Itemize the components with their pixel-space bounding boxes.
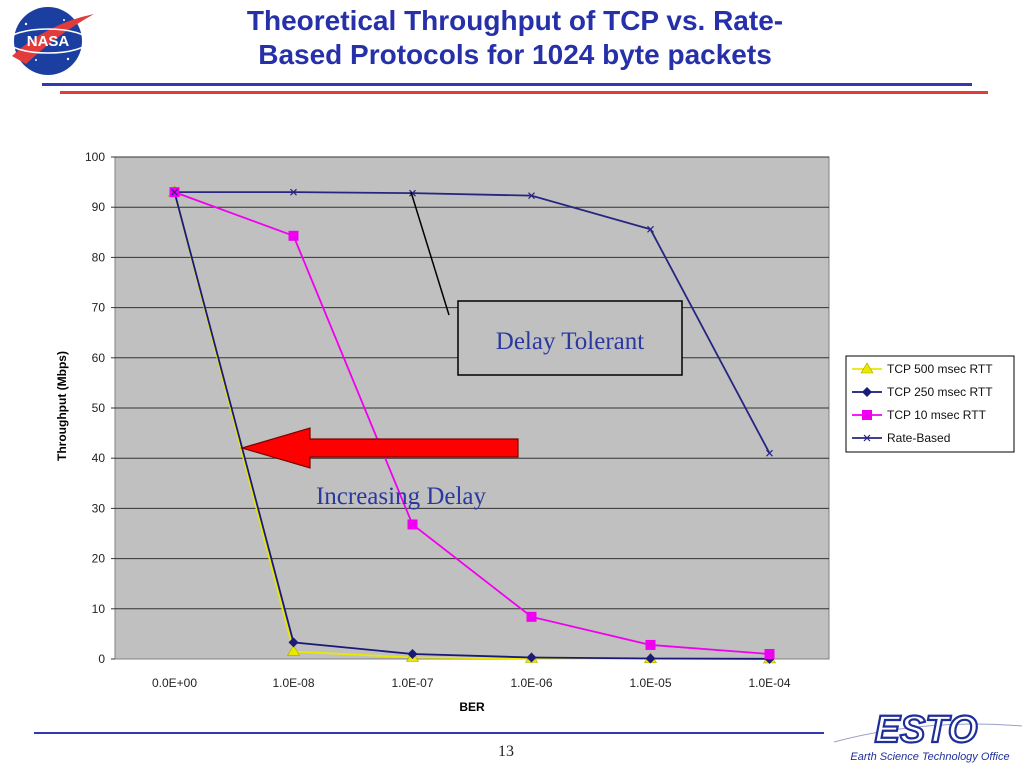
data-point-tcp-10-msec-rtt: [288, 230, 299, 241]
x-axis-label: BER: [459, 700, 485, 714]
y-tick-label: 90: [92, 200, 106, 214]
x-tick-label: 1.0E-07: [391, 676, 433, 690]
data-point-tcp-10-msec-rtt: [764, 648, 775, 659]
y-tick-label: 20: [92, 552, 106, 566]
y-tick-label: 50: [92, 401, 106, 415]
increasing-delay-label: Increasing Delay: [316, 483, 487, 510]
slide-title: Theoretical Throughput of TCP vs. Rate- …: [120, 4, 910, 72]
legend-marker-rate-based: [863, 434, 871, 442]
esto-logo-subtitle: Earth Science Technology Office: [850, 751, 1009, 763]
series-lines: [173, 191, 771, 660]
x-tick-label: 1.0E-08: [272, 676, 314, 690]
y-tick-label: 10: [92, 602, 106, 616]
data-point-rate-based: [766, 449, 773, 457]
x-marker-stroke: [647, 225, 654, 233]
x-tick-label: 1.0E-06: [510, 676, 552, 690]
x-marker-stroke: [528, 192, 535, 200]
x-marker-stroke: [290, 188, 297, 196]
data-point-tcp-250-msec-rtt: [645, 653, 656, 664]
x-tick-label: 0.0E+00: [152, 676, 197, 690]
data-point-tcp-10-msec-rtt: [645, 639, 656, 650]
esto-logo-text: ESTO: [875, 709, 978, 751]
data-point-tcp-250-msec-rtt: [288, 637, 299, 648]
y-axis-ticks: 0 10 20 30 40 50 60 70 80 90 100: [85, 150, 115, 666]
x-marker-stroke: [171, 188, 178, 196]
data-point-tcp-250-msec-rtt: [526, 652, 537, 663]
legend: TCP 500 msec RTT TCP 250 msec RTT TCP 10 m…: [845, 355, 1015, 453]
delay-tolerant-pointer: [410, 191, 450, 316]
increasing-delay-arrow: [239, 427, 519, 469]
y-tick-label: 0: [98, 652, 105, 666]
data-point-rate-based: [409, 189, 416, 197]
x-tick-label: 1.0E-04: [748, 676, 790, 690]
nasa-logo-text: NASA: [27, 33, 70, 50]
y-tick-label: 70: [92, 301, 106, 315]
footer-rule: [34, 732, 824, 734]
title-line-2: Based Protocols for 1024 byte packets: [258, 39, 772, 70]
header-rule-red: [60, 91, 988, 94]
y-tick-label: 100: [85, 150, 105, 164]
data-point-tcp-250-msec-rtt: [407, 648, 418, 659]
legend-label-tcp-500-msec-rtt: TCP 500 msec RTT: [887, 362, 993, 376]
y-axis-label: Throughput (Mbps): [55, 351, 69, 461]
y-tick-label: 80: [92, 250, 106, 264]
data-point-rate-based: [647, 225, 654, 233]
legend-marker-tcp-250-msec-rtt: [862, 387, 872, 397]
data-point-rate-based: [290, 188, 297, 196]
esto-logo: ESTO Earth Science Technology Office: [833, 708, 1022, 763]
delay-tolerant-label: Delay Tolerant: [496, 328, 644, 355]
page-number: 13: [498, 743, 514, 760]
data-point-tcp-10-msec-rtt: [526, 611, 537, 622]
data-point-rate-based: [171, 188, 178, 196]
y-tick-label: 40: [92, 451, 106, 465]
data-point-tcp-500-msec-rtt: [286, 644, 301, 656]
x-marker-stroke: [863, 434, 871, 442]
y-tick-label: 60: [92, 351, 106, 365]
series-markers: [167, 185, 777, 664]
legend-label-rate-based: Rate-Based: [887, 431, 950, 445]
series-line-rate-based: [174, 191, 771, 454]
legend-box: [845, 355, 1015, 453]
title-line-1: Theoretical Throughput of TCP vs. Rate-: [246, 5, 784, 36]
y-tick-label: 30: [92, 501, 106, 515]
data-point-tcp-10-msec-rtt: [407, 519, 418, 530]
legend-marker-tcp-500-msec-rtt: [860, 362, 874, 374]
legend-label-tcp-10-msec-rtt: TCP 10 msec RTT: [887, 408, 987, 422]
delay-tolerant-box: [457, 300, 683, 376]
x-marker-stroke: [766, 449, 773, 457]
x-tick-label: 1.0E-05: [629, 676, 671, 690]
data-point-rate-based: [528, 192, 535, 200]
series-line-tcp-250-msec-rtt: [173, 191, 770, 660]
legend-label-tcp-250-msec-rtt: TCP 250 msec RTT: [887, 385, 993, 399]
x-marker-stroke: [409, 189, 416, 197]
legend-marker-tcp-10-msec-rtt: [862, 410, 872, 420]
x-axis-ticks: 0.0E+00 1.0E-08 1.0E-07 1.0E-06 1.0E-05 1.0E-…: [152, 676, 791, 690]
nasa-logo: NASA: [7, 7, 94, 75]
header-rule-blue: [42, 83, 972, 86]
series-line-tcp-10-msec-rtt: [174, 191, 770, 655]
